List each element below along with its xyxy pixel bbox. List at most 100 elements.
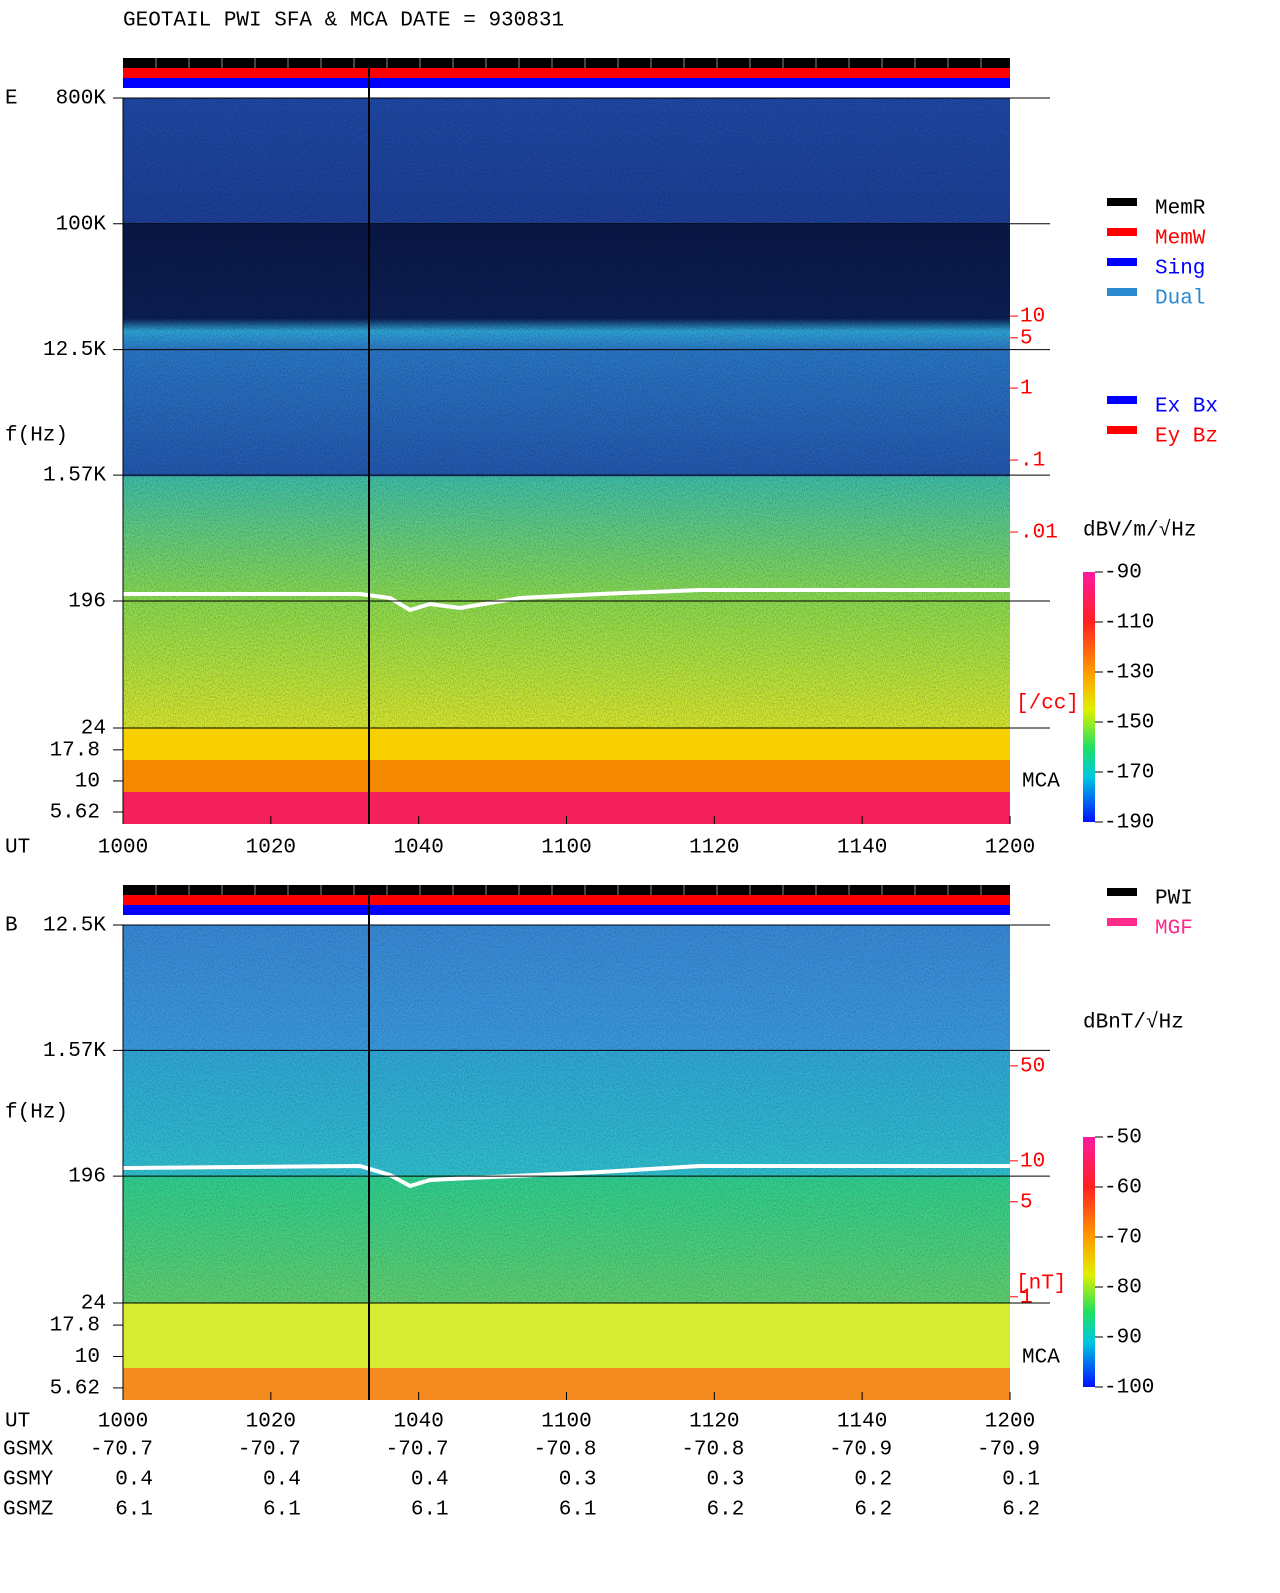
orbit-label: GSMX	[3, 1439, 54, 1462]
colorbar-label: dBnT/√Hz	[1083, 1011, 1184, 1035]
mode-bar	[123, 68, 1010, 78]
legend-swatch	[1107, 918, 1137, 926]
mode-bar	[123, 58, 1010, 68]
mca-tick-label: 17.8	[50, 1315, 100, 1338]
x-tick-label: 1120	[689, 837, 739, 860]
mca-band	[123, 728, 1010, 760]
mca-tick-label: 10	[75, 770, 100, 793]
orbit-label: GSMY	[3, 1469, 54, 1492]
orbit-value: -70.9	[977, 1439, 1040, 1462]
y2-tick-label: 50	[1020, 1055, 1045, 1078]
x-tick-label: 1000	[98, 1411, 148, 1434]
y-tick-label: 1.57K	[43, 1040, 106, 1063]
orbit-value: -70.7	[386, 1439, 449, 1462]
legend-label: Dual	[1155, 288, 1205, 311]
orbit-value: 0.3	[707, 1469, 745, 1492]
x-tick-label: 1040	[393, 1411, 443, 1434]
orbit-value: 0.1	[1002, 1469, 1040, 1492]
x-tick-label: 1100	[541, 1411, 591, 1434]
title: GEOTAIL PWI SFA & MCA DATE = 930831	[123, 10, 564, 33]
y2-tick-label: 1	[1020, 1286, 1033, 1309]
colorbar-tick-label: -110	[1104, 612, 1154, 635]
x-axis-label: UT	[5, 837, 30, 860]
y2-tick-label: 10	[1020, 1150, 1045, 1173]
y-axis-label: f(Hz)	[5, 425, 68, 448]
colorbar-tick-label: -90	[1104, 1327, 1142, 1350]
orbit-value: 0.4	[411, 1469, 449, 1492]
orbit-value: -70.7	[90, 1439, 153, 1462]
mca-band	[123, 1303, 1010, 1368]
legend-label: PWI	[1155, 888, 1193, 911]
x-tick-label: 1000	[98, 837, 148, 860]
legend-label: MemW	[1155, 228, 1206, 251]
legend-swatch	[1107, 198, 1137, 206]
mca-tick-label: 5.62	[50, 802, 100, 825]
x-tick-label: 1140	[837, 1411, 887, 1434]
x-tick-label: 1100	[541, 837, 591, 860]
orbit-value: -70.9	[829, 1439, 892, 1462]
mode-bar	[123, 895, 1010, 905]
colorbar-tick-label: -90	[1104, 562, 1142, 585]
mca-label: MCA	[1022, 771, 1060, 794]
orbit-value: -70.8	[533, 1439, 596, 1462]
panel-label: B	[5, 915, 18, 938]
colorbar-tick-label: -130	[1104, 662, 1154, 685]
legend-swatch	[1107, 228, 1137, 236]
orbit-value: 6.2	[854, 1499, 892, 1522]
legend-label: MGF	[1155, 918, 1193, 941]
colorbar-tick-label: -70	[1104, 1227, 1142, 1250]
y2-tick-label: 1	[1020, 378, 1033, 401]
y-axis-label: f(Hz)	[5, 1102, 68, 1125]
colorbar-tick-label: -170	[1104, 762, 1154, 785]
y2-tick-label: 5	[1020, 327, 1033, 350]
texture	[123, 925, 1010, 1303]
x-tick-label: 1020	[246, 1411, 296, 1434]
x-tick-label: 1140	[837, 837, 887, 860]
y2-axis-label: [/cc]	[1016, 693, 1079, 716]
texture	[123, 98, 1010, 728]
x-tick-label: 1120	[689, 1411, 739, 1434]
y-tick-label: 100K	[56, 213, 107, 236]
colorbar-tick-label: -80	[1104, 1277, 1142, 1300]
mode-bar	[123, 78, 1010, 88]
legend-label: Ex Bx	[1155, 396, 1218, 419]
y-tick-label: 1.57K	[43, 465, 106, 488]
mode-bar	[123, 905, 1010, 915]
legend-swatch	[1107, 888, 1137, 896]
y2-tick-label: 5	[1020, 1191, 1033, 1214]
orbit-value: -70.7	[238, 1439, 301, 1462]
y-tick-label: 800K	[56, 88, 107, 111]
x-tick-label: 1200	[985, 837, 1035, 860]
orbit-value: 6.2	[707, 1499, 745, 1522]
mca-label: MCA	[1022, 1347, 1060, 1370]
mca-tick-label: 10	[75, 1346, 100, 1369]
x-tick-label: 1020	[246, 837, 296, 860]
colorbar-label: dBV/m/√Hz	[1083, 519, 1196, 543]
orbit-value: 6.1	[115, 1499, 153, 1522]
orbit-label: GSMZ	[3, 1499, 53, 1522]
y2-tick-label: .01	[1020, 522, 1058, 545]
mode-bar	[123, 885, 1010, 895]
legend-label: Ey Bz	[1155, 426, 1218, 449]
mca-tick-label: 17.8	[50, 739, 100, 762]
orbit-value: 0.4	[115, 1469, 153, 1492]
orbit-value: 6.2	[1002, 1499, 1040, 1522]
orbit-value: 6.1	[263, 1499, 301, 1522]
orbit-value: 6.1	[411, 1499, 449, 1522]
legend-label: MemR	[1155, 198, 1206, 221]
orbit-value: 0.3	[559, 1469, 597, 1492]
colorbar-tick-label: -60	[1104, 1177, 1142, 1200]
colorbar-tick-label: -100	[1104, 1377, 1154, 1400]
x-axis-label: UT	[5, 1411, 30, 1434]
colorbar-tick-label: -190	[1104, 812, 1154, 835]
y-tick-label: 24	[81, 718, 106, 741]
mca-tick-label: 5.62	[50, 1377, 100, 1400]
y2-axis-label: [nT]	[1016, 1272, 1066, 1295]
x-tick-label: 1040	[393, 837, 443, 860]
colorbar-tick-label: -150	[1104, 712, 1154, 735]
legend-label: Sing	[1155, 258, 1205, 281]
plasma-line	[123, 588, 1010, 613]
orbit-value: 6.1	[559, 1499, 597, 1522]
y-tick-label: 196	[68, 591, 106, 614]
mca-band	[123, 760, 1010, 792]
